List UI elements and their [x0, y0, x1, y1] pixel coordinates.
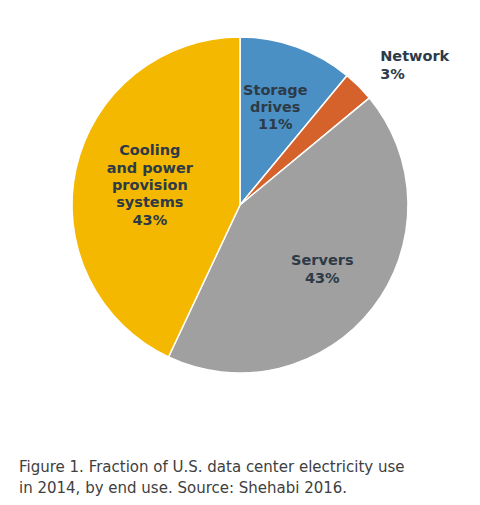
labels: Storagedrives11% Network 3% Servers 43% Cooli…	[107, 48, 450, 285]
slice-label: Storagedrives	[243, 82, 308, 115]
slice-label-line: Network	[380, 48, 449, 64]
slice-label-line: and power	[107, 160, 194, 176]
data-label: 43%	[305, 270, 340, 286]
caption: Figure 1. Fraction of U.S. data center e…	[19, 458, 404, 497]
slice-label-line: provision	[112, 177, 188, 193]
slice-label: Servers	[291, 252, 354, 268]
data-label: 43%	[132, 212, 167, 228]
chart-container: Storagedrives11% Network 3% Servers 43% Cooli…	[0, 0, 480, 505]
slice-label: Cooling and powerprovisionsystems	[107, 142, 194, 210]
wedges	[72, 37, 408, 373]
slice-label-line: Servers	[291, 252, 354, 268]
data-label: 11%	[258, 116, 293, 132]
caption-line: in 2014, by end use. Source: Shehabi 201…	[19, 479, 347, 497]
pie-slice	[72, 37, 240, 357]
data-label: 3%	[380, 66, 405, 82]
chart: Storagedrives11% Network 3% Servers 43% Cooli…	[0, 0, 480, 505]
slice-label-line: Storage	[243, 82, 308, 98]
slice-label: Network	[380, 48, 449, 64]
slice-label-line: Cooling	[119, 142, 180, 158]
caption-line: Figure 1. Fraction of U.S. data center e…	[19, 458, 404, 476]
background	[0, 0, 480, 505]
slice-label-line: drives	[250, 99, 300, 115]
slice-label-line: systems	[116, 194, 183, 210]
